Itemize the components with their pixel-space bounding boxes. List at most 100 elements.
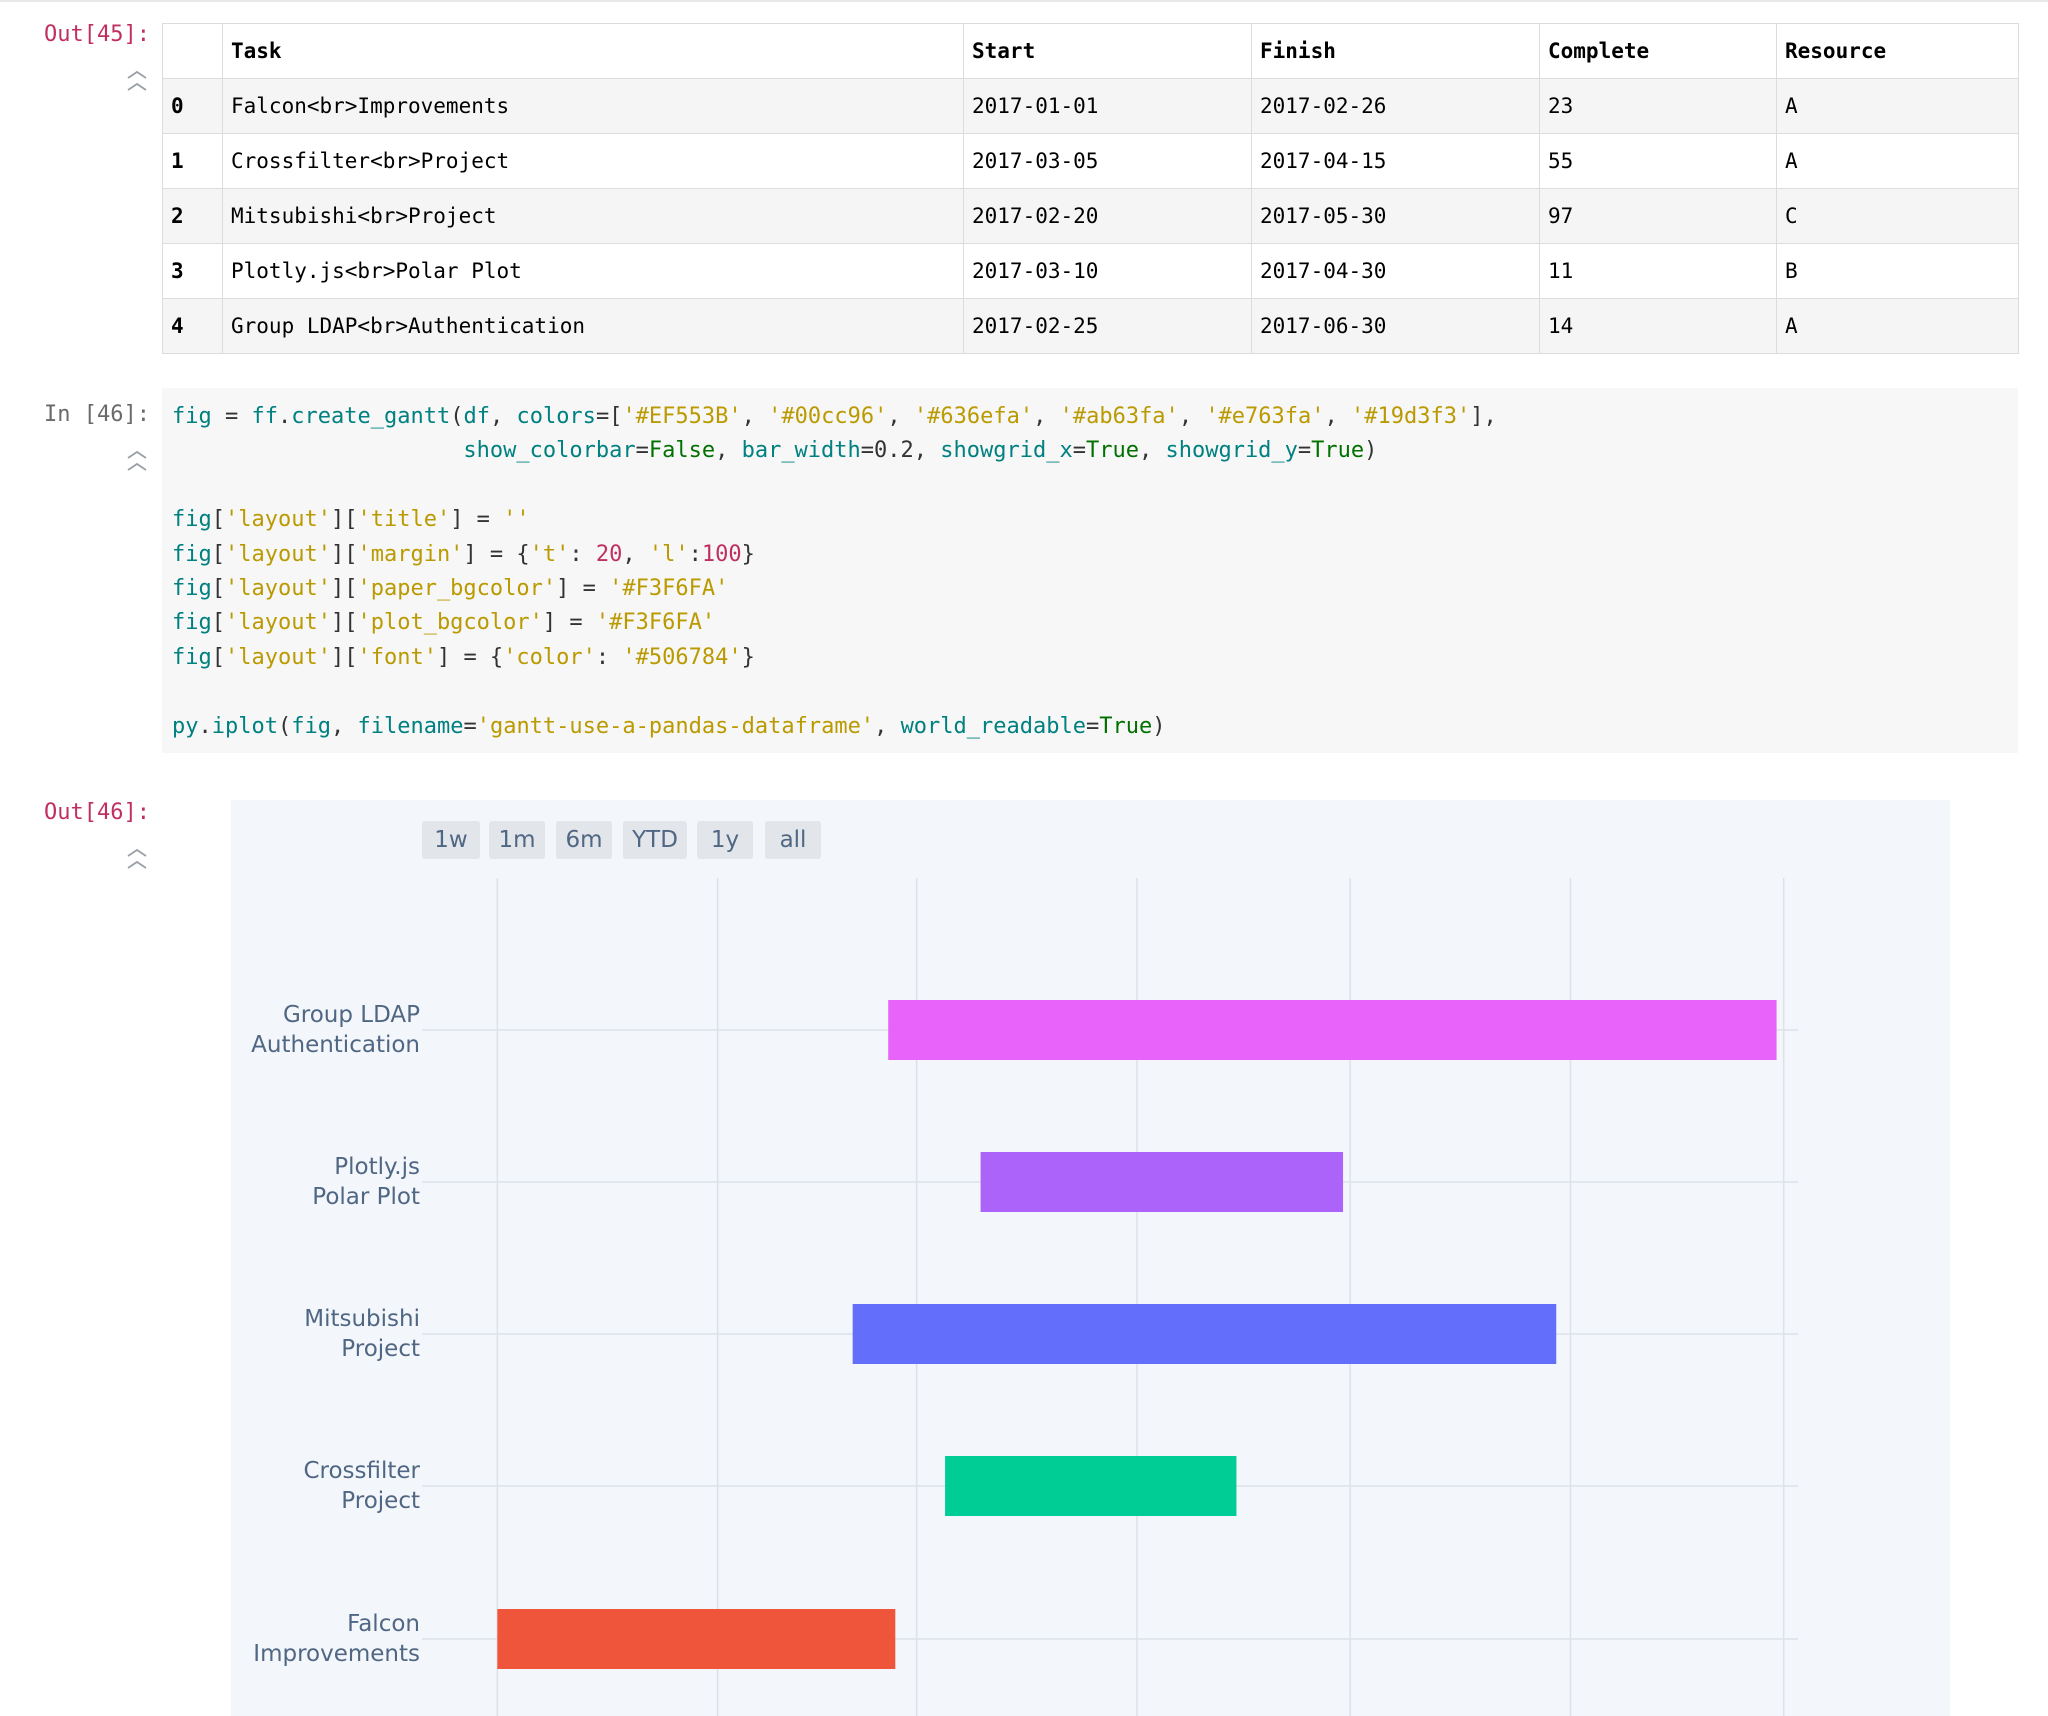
range-button-1m[interactable]: 1m <box>489 821 545 859</box>
collapse-output-icon[interactable] <box>125 70 149 92</box>
code-editor[interactable]: fig = ff.create_gantt(df, colors=['#EF55… <box>162 388 2018 753</box>
code-line: fig['layout']['plot_bgcolor'] = '#F3F6FA… <box>172 606 2008 640</box>
out-46-prompt: Out[46]: <box>44 800 150 825</box>
code-token: iplot <box>211 713 278 739</box>
code-token: } <box>741 644 755 670</box>
code-token: world_readable <box>900 713 1086 739</box>
cell-task: Group LDAP<br>Authentication <box>222 298 964 354</box>
cell-task: Crossfilter<br>Project <box>222 133 964 189</box>
code-token: fig <box>291 713 331 739</box>
cell-resource: A <box>1776 78 2019 134</box>
gantt-bar[interactable] <box>888 1000 1777 1060</box>
y-axis-label-line: Project <box>341 1488 420 1514</box>
code-token: ] = { <box>436 644 504 670</box>
y-axis-label-line: Project <box>341 1336 420 1362</box>
code-token: : <box>688 541 702 567</box>
code-token: , <box>715 438 742 464</box>
code-line: fig['layout']['title'] = '' <box>172 503 2008 537</box>
code-token: '#F3F6FA' <box>595 610 716 636</box>
y-axis-label-line: Polar Plot <box>312 1184 420 1210</box>
row-index: 4 <box>162 298 223 354</box>
code-token: ( <box>450 404 464 429</box>
gantt-bar[interactable] <box>852 1304 1557 1364</box>
code-token: : <box>595 644 623 670</box>
code-token: 'title' <box>357 507 451 533</box>
code-token: False <box>648 438 716 464</box>
range-button-ytd[interactable]: YTD <box>623 821 687 859</box>
code-token: = <box>635 438 649 464</box>
code-token: filename <box>357 713 464 739</box>
column-header-start: Start <box>963 23 1252 79</box>
code-token: fig <box>172 507 212 533</box>
table-row: 3 Plotly.js<br>Polar Plot 2017-03-10 201… <box>162 243 2019 299</box>
cell-finish: 2017-04-15 <box>1251 133 1540 189</box>
code-line: fig['layout']['margin'] = {'t': 20, 'l':… <box>172 538 2008 572</box>
code-token: [ <box>211 541 225 567</box>
row-index: 3 <box>162 243 223 299</box>
code-token: '#e763fa' <box>1205 404 1325 429</box>
code-token: = <box>1072 438 1086 464</box>
code-token: = <box>1086 713 1100 739</box>
code-token: [ <box>211 644 225 670</box>
table-row: 4 Group LDAP<br>Authentication 2017-02-2… <box>162 298 2019 354</box>
code-token: = <box>463 713 477 739</box>
code-token: ) <box>1152 713 1166 739</box>
code-token: = <box>211 404 252 429</box>
table-row: 1 Crossfilter<br>Project 2017-03-05 2017… <box>162 133 2019 189</box>
cell-start: 2017-03-05 <box>963 133 1252 189</box>
code-token: ], <box>1470 404 1497 429</box>
code-token: ] = <box>542 610 596 636</box>
code-token: ][ <box>330 644 358 670</box>
y-axis-label: Crossfilter Project <box>303 1456 420 1516</box>
code-token: 'font' <box>357 644 437 670</box>
range-button-all[interactable]: all <box>765 821 821 859</box>
collapse-input-icon[interactable] <box>125 450 149 472</box>
code-line: fig = ff.create_gantt(df, colors=['#EF55… <box>172 400 2008 434</box>
code-token: '#F3F6FA' <box>609 575 729 601</box>
code-token: , <box>1138 438 1166 464</box>
gantt-bar[interactable] <box>980 1152 1344 1212</box>
range-button-6m[interactable]: 6m <box>556 821 612 859</box>
code-token: 'layout' <box>225 644 331 670</box>
code-token: [ <box>211 507 225 533</box>
range-button-1w[interactable]: 1w <box>422 821 480 859</box>
code-token: ][ <box>330 575 358 601</box>
range-button-1y[interactable]: 1y <box>697 821 753 859</box>
code-token: True <box>1085 438 1139 464</box>
code-token: bar_width <box>741 438 861 464</box>
cell-finish: 2017-02-26 <box>1251 78 1540 134</box>
code-token: [ <box>211 575 225 601</box>
column-header-complete: Complete <box>1539 23 1777 79</box>
y-axis-label-line: Mitsubishi <box>304 1306 420 1332</box>
collapse-output-icon[interactable] <box>125 848 149 870</box>
code-token: fig <box>172 644 212 670</box>
code-token: , <box>874 713 901 739</box>
code-token: 'paper_bgcolor' <box>357 575 557 601</box>
code-token: fig <box>172 610 212 636</box>
code-token: ][ <box>330 541 358 567</box>
code-token: , <box>741 404 769 429</box>
code-token: ] = { <box>463 541 530 567</box>
cell-complete: 11 <box>1539 243 1777 299</box>
gantt-bar[interactable] <box>945 1456 1237 1516</box>
gantt-chart-area <box>231 800 1950 1716</box>
cell-task: Plotly.js<br>Polar Plot <box>222 243 964 299</box>
row-index: 1 <box>162 133 223 189</box>
code-token: True <box>1099 713 1153 739</box>
out-45-prompt: Out[45]: <box>44 22 150 47</box>
code-token: 'margin' <box>357 541 464 567</box>
cell-resource: A <box>1776 298 2019 354</box>
code-token: '#19d3f3' <box>1351 404 1471 429</box>
code-token: 'layout' <box>225 575 331 601</box>
y-axis-label-line: Crossfilter <box>303 1458 420 1484</box>
cell-start: 2017-02-20 <box>963 188 1252 244</box>
gantt-bar[interactable] <box>497 1609 896 1669</box>
code-token: '#506784' <box>622 644 742 670</box>
code-token: showgrid_y <box>1165 438 1298 464</box>
code-line: show_colorbar=False, bar_width=0.2, show… <box>172 434 2008 468</box>
column-header-task: Task <box>222 23 964 79</box>
table-row: 2 Mitsubishi<br>Project 2017-02-20 2017-… <box>162 188 2019 244</box>
code-token: ff <box>251 404 279 429</box>
code-token: ( <box>277 713 292 739</box>
